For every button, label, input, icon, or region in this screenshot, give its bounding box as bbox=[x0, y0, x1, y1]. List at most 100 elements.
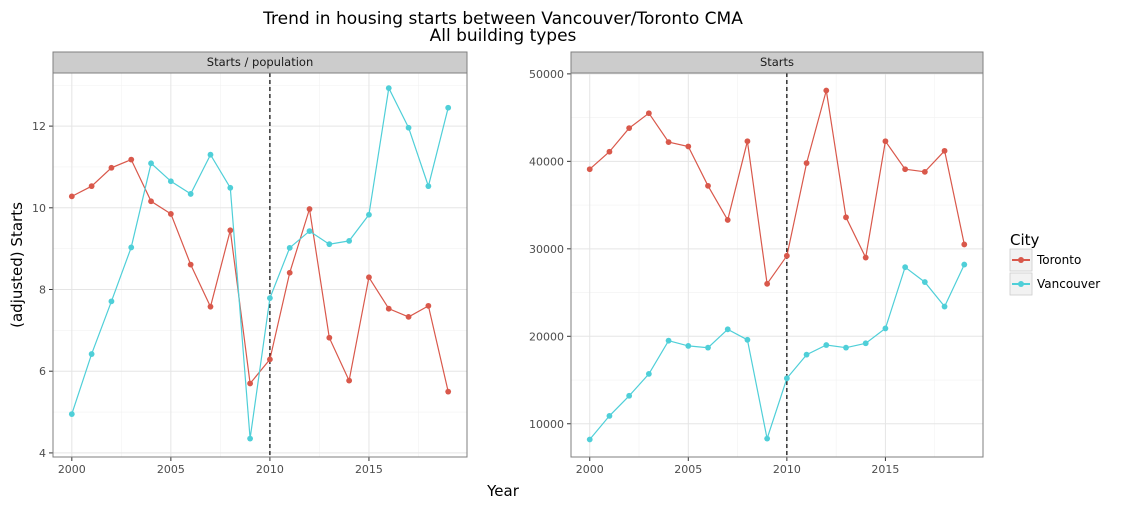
data-point-toronto bbox=[88, 183, 95, 190]
data-point-toronto bbox=[247, 380, 253, 387]
data-point-toronto bbox=[326, 334, 333, 341]
data-point-vancouver bbox=[843, 344, 849, 351]
data-point-vancouver bbox=[286, 244, 293, 251]
data-point-toronto bbox=[586, 166, 593, 173]
data-point-toronto bbox=[783, 252, 790, 259]
data-point-vancouver bbox=[247, 435, 253, 442]
data-point-toronto bbox=[306, 206, 313, 212]
data-point-vancouver bbox=[385, 85, 392, 92]
y-tick-label: 50000 bbox=[529, 68, 564, 81]
series-line-vancouver bbox=[71, 86, 449, 439]
y-tick-label: 20000 bbox=[529, 330, 564, 343]
data-point-vancouver bbox=[665, 337, 672, 344]
data-point-toronto bbox=[862, 254, 869, 261]
data-point-toronto bbox=[882, 138, 889, 145]
data-point-vancouver bbox=[764, 435, 771, 442]
data-point-toronto bbox=[803, 160, 810, 166]
data-point-vancouver bbox=[586, 436, 593, 443]
y-tick-label: 8 bbox=[39, 284, 46, 297]
data-point-vancouver bbox=[862, 340, 869, 347]
data-point-toronto bbox=[665, 139, 672, 146]
data-point-vancouver bbox=[68, 411, 75, 418]
panel-1: Starts / population 2000 2005 2010 2015 4 6 8 10… bbox=[32, 51, 468, 476]
data-point-vancouver bbox=[306, 228, 313, 234]
x-tick-label: 2005 bbox=[157, 463, 185, 476]
legend-point-toronto bbox=[1018, 257, 1024, 263]
x-tick-label: 2015 bbox=[871, 463, 899, 476]
data-point-vancouver bbox=[744, 336, 751, 343]
data-point-vancouver bbox=[366, 211, 372, 218]
data-point-toronto bbox=[148, 198, 154, 205]
data-point-vancouver bbox=[148, 160, 154, 167]
data-point-toronto bbox=[626, 125, 633, 132]
data-point-vancouver bbox=[207, 151, 214, 158]
data-point-toronto bbox=[68, 193, 75, 200]
panel-border bbox=[52, 72, 468, 458]
data-point-toronto bbox=[764, 280, 771, 287]
data-point-vancouver bbox=[902, 264, 909, 271]
data-point-vancouver bbox=[645, 371, 652, 377]
data-point-toronto bbox=[187, 261, 194, 268]
x-tick-label: 2015 bbox=[355, 463, 383, 476]
chart-title-line1: Trend in housing starts between Vancouve… bbox=[262, 9, 743, 29]
data-point-vancouver bbox=[803, 351, 810, 358]
data-point-toronto bbox=[705, 182, 711, 189]
data-point-vancouver bbox=[405, 124, 412, 131]
x-tick-label: 2010 bbox=[256, 463, 284, 476]
data-point-vancouver bbox=[941, 303, 948, 310]
data-point-toronto bbox=[405, 313, 412, 320]
data-point-vancouver bbox=[445, 104, 452, 111]
data-point-vancouver bbox=[267, 295, 273, 301]
data-point-toronto bbox=[366, 274, 372, 281]
data-point-toronto bbox=[724, 217, 731, 223]
data-point-vancouver bbox=[167, 178, 174, 185]
data-point-toronto bbox=[744, 138, 751, 145]
data-point-toronto bbox=[128, 156, 135, 163]
y-axis-label: (adjusted) Starts bbox=[8, 202, 26, 328]
x-tick-label: 2010 bbox=[773, 463, 801, 476]
x-tick-label: 2000 bbox=[58, 463, 86, 476]
data-point-vancouver bbox=[921, 279, 928, 285]
data-point-vancouver bbox=[425, 183, 432, 190]
y-tick-label: 10 bbox=[32, 202, 46, 215]
y-tick-label: 10000 bbox=[529, 418, 564, 431]
y-tick-label: 12 bbox=[32, 120, 46, 133]
data-point-toronto bbox=[941, 147, 948, 154]
x-axis-label: Year bbox=[486, 482, 520, 500]
data-point-toronto bbox=[902, 166, 909, 173]
data-point-toronto bbox=[843, 214, 849, 221]
data-point-toronto bbox=[227, 227, 234, 234]
legend-title: City bbox=[1010, 231, 1040, 249]
data-point-toronto bbox=[645, 110, 652, 117]
data-point-toronto bbox=[286, 269, 293, 276]
data-point-toronto bbox=[346, 377, 353, 384]
data-point-toronto bbox=[445, 388, 452, 395]
series-line-vancouver bbox=[589, 264, 965, 441]
data-point-vancouver bbox=[823, 342, 830, 348]
panel-2: Starts 2000 2005 2010 2015 10000 20000 30000 400… bbox=[529, 51, 984, 476]
y-tick-label: 30000 bbox=[529, 243, 564, 256]
data-point-vancouver bbox=[685, 343, 692, 349]
y-tick-label: 40000 bbox=[529, 155, 564, 168]
chart-title-line2: All building types bbox=[430, 26, 577, 46]
data-point-vancouver bbox=[705, 344, 711, 351]
data-point-toronto bbox=[167, 211, 174, 217]
x-tick-label: 2005 bbox=[674, 463, 702, 476]
legend-label-toronto: Toronto bbox=[1036, 253, 1081, 267]
data-point-toronto bbox=[425, 302, 432, 309]
data-point-toronto bbox=[385, 305, 392, 312]
data-point-toronto bbox=[108, 164, 115, 171]
data-point-vancouver bbox=[882, 325, 889, 332]
data-point-vancouver bbox=[626, 392, 633, 399]
data-point-toronto bbox=[267, 356, 273, 363]
data-point-vancouver bbox=[88, 351, 95, 357]
data-point-vancouver bbox=[724, 326, 731, 333]
panel-strip-title: Starts / population bbox=[207, 55, 313, 69]
data-point-vancouver bbox=[783, 375, 790, 382]
data-point-vancouver bbox=[606, 412, 613, 419]
legend-point-vancouver bbox=[1018, 281, 1024, 287]
data-point-toronto bbox=[606, 148, 613, 155]
legend: City Toronto Vancouver bbox=[1009, 231, 1100, 296]
data-point-toronto bbox=[823, 87, 830, 94]
